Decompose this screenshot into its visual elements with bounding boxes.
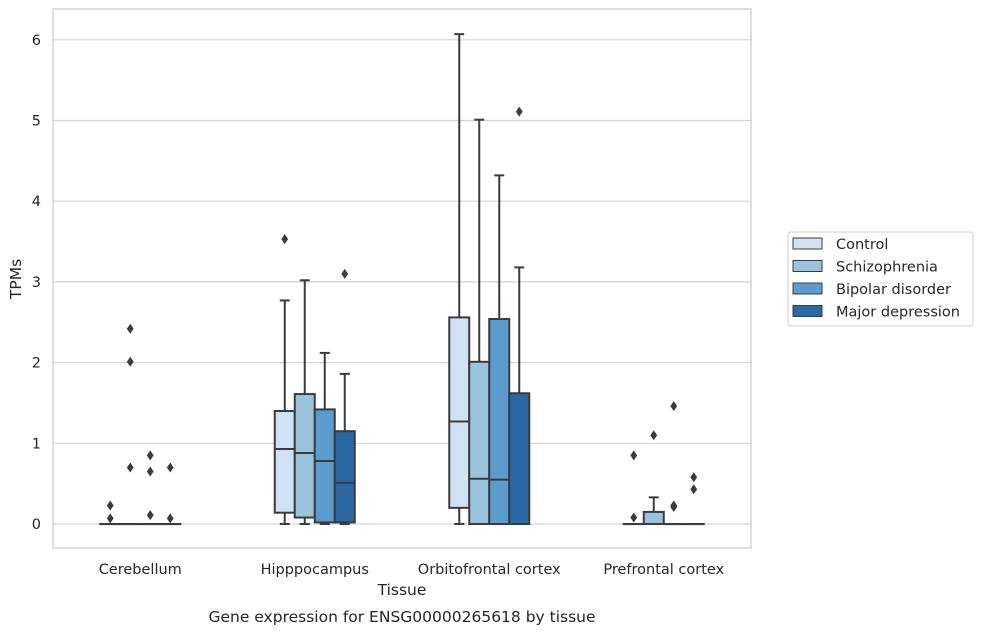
y-tick-label: 6 [32, 33, 41, 49]
box-3-0 [159, 462, 182, 526]
legend-frame [787, 231, 974, 327]
box-2-0 [139, 450, 162, 526]
legend: Control Schizophrenia Bipolar disorder Majo… [787, 231, 974, 327]
plot-frame [52, 8, 752, 549]
box-3-2 [508, 106, 531, 525]
figure-caption: Gene expression for ENSG00000265618 by t… [208, 608, 595, 626]
box-1-3 [642, 430, 665, 525]
box-iqr [508, 392, 531, 525]
outlier-point [126, 462, 134, 473]
outlier-point [281, 234, 289, 245]
legend-swatch [792, 237, 823, 250]
outlier-point [515, 106, 523, 117]
legend-swatch [792, 305, 823, 317]
x-tick-label: Prefrontal cortex [603, 562, 724, 578]
box-2-3 [662, 401, 685, 526]
outlier-point [146, 450, 154, 461]
y-axis-ticks: 0 1 2 3 4 5 6 [32, 33, 41, 533]
outlier-point [341, 268, 349, 279]
box-iqr [273, 410, 296, 514]
box-1-0 [119, 323, 142, 526]
outlier-point [630, 512, 638, 523]
legend-entry: Major depression [836, 305, 960, 321]
outlier-point [126, 356, 134, 367]
box-iqr [293, 393, 316, 519]
x-axis-label: Tissue [377, 581, 427, 599]
box-0-1 [273, 234, 296, 525]
legend-entry: Control [836, 237, 888, 253]
x-axis-ticks: Cerebellum Hipppocampus Orbitofrontal cort… [99, 562, 725, 578]
box-iqr [448, 316, 471, 509]
y-tick-label: 4 [32, 194, 41, 210]
outlier-point [106, 500, 114, 511]
outlier-point [650, 430, 658, 441]
box-iqr [642, 510, 665, 525]
outlier-point [690, 472, 698, 483]
outlier-point [146, 466, 154, 477]
y-tick-label: 1 [32, 436, 41, 452]
box-iqr [488, 318, 511, 525]
box-2-1 [313, 351, 336, 525]
box-3-1 [333, 268, 356, 525]
box-3-3 [682, 472, 705, 526]
outlier-point [670, 401, 678, 412]
gridlines [53, 39, 751, 525]
outlier-point [146, 510, 154, 521]
legend-swatch [792, 260, 823, 272]
legend-entry: Bipolar disorder [836, 282, 951, 298]
outlier-point [106, 513, 114, 524]
outlier-point [126, 323, 134, 334]
box-plot-area [99, 33, 705, 526]
y-tick-label: 3 [32, 275, 41, 291]
x-tick-label: Orbitofrontal cortex [418, 562, 561, 578]
y-axis-label: TPMs [7, 259, 25, 300]
x-tick-label: Cerebellum [99, 562, 182, 578]
y-tick-label: 5 [32, 114, 41, 130]
box-0-0 [99, 500, 122, 526]
legend-swatch [792, 282, 823, 295]
box-iqr [333, 430, 356, 524]
box-1-2 [468, 118, 491, 525]
box-2-2 [488, 174, 511, 525]
legend-entry: Schizophrenia [836, 260, 938, 276]
outlier-point [166, 462, 174, 473]
box-0-3 [622, 450, 645, 526]
box-0-2 [448, 33, 471, 525]
y-tick-label: 0 [32, 517, 41, 533]
outlier-point [670, 500, 678, 511]
y-tick-label: 2 [32, 356, 41, 372]
box-1-1 [293, 279, 316, 525]
box-iqr [313, 408, 336, 524]
outlier-point [690, 484, 698, 495]
x-tick-label: Hipppocampus [261, 562, 369, 578]
outlier-point [630, 450, 638, 461]
box-iqr [468, 360, 491, 525]
outlier-point [166, 513, 174, 524]
